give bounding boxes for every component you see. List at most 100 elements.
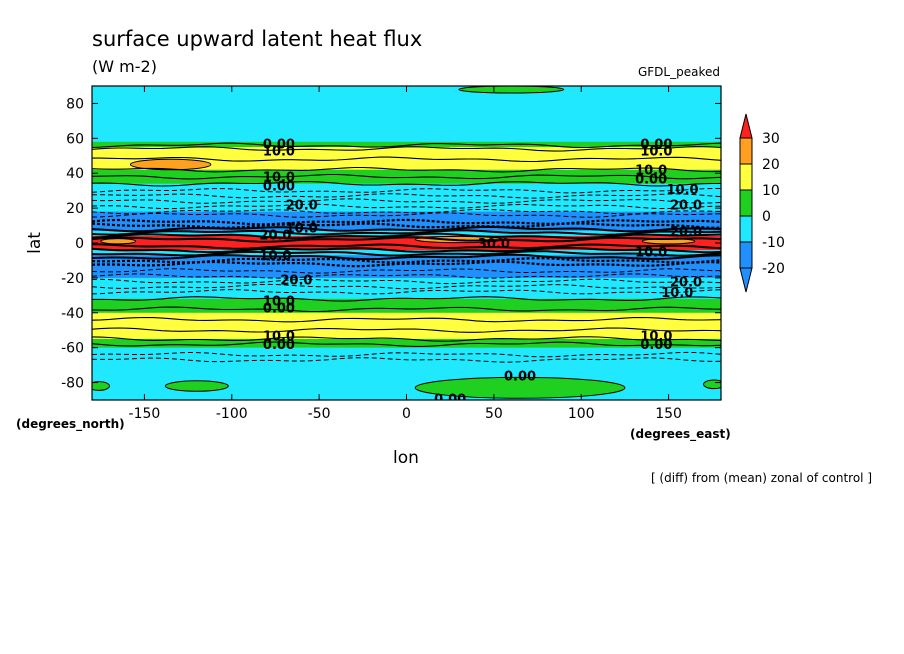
contour-dashed-5 xyxy=(92,212,721,218)
color-band-9 xyxy=(92,249,721,256)
contour-solid-8 xyxy=(92,232,721,240)
color-band-10 xyxy=(92,255,721,279)
contour-label-1: 10.0 xyxy=(263,145,295,160)
contour-solid-10 xyxy=(92,243,721,250)
contour-label-5: 0.00 xyxy=(640,138,672,153)
colorbar-label-0: 30 xyxy=(762,131,780,147)
contour-label-27: 0.00 xyxy=(434,392,466,407)
contour-solid-0 xyxy=(92,142,721,149)
contour-solid-19 xyxy=(92,341,721,347)
y-axis-label: lat xyxy=(25,232,45,254)
color-patch-2 xyxy=(414,376,626,399)
contour-labels: 0.0010.010.00.0020.00.0010.010.00.0010.0… xyxy=(259,138,702,407)
contour-dashed-13 xyxy=(92,283,721,290)
contour-solid-3 xyxy=(92,166,721,173)
contour-solid-7 xyxy=(92,229,721,236)
color-patch-8 xyxy=(100,238,137,245)
y-axis-ticks: 80 60 40 20 0 -20 -40 -60 -80 xyxy=(61,96,721,392)
contour-solid-13 xyxy=(92,253,721,261)
contour-dashed-2 xyxy=(92,198,721,204)
contour-label-19: 0.00 xyxy=(263,302,295,317)
colorbar-label-5: -20 xyxy=(762,261,785,277)
contour-solid-6 xyxy=(92,225,721,233)
x-tick-label-3: 0 xyxy=(402,406,411,422)
contour-solid-18 xyxy=(92,336,721,342)
colorbar-top-arrow xyxy=(739,113,753,139)
contour-label-12: 20.0 xyxy=(259,228,291,243)
contour-dashed-16 xyxy=(92,357,721,363)
y-tick-label-0: 80 xyxy=(66,96,84,112)
contour-dashed-3 xyxy=(92,203,721,210)
y-tick-label-4: 0 xyxy=(75,236,84,252)
contour-label-26: 0.00 xyxy=(504,370,536,385)
contour-solid-4 xyxy=(92,173,721,180)
contour-solid-12 xyxy=(92,250,721,257)
color-band-1 xyxy=(92,117,721,143)
contour-dashed-1 xyxy=(92,193,721,199)
plot-area: 0.0010.010.00.0020.00.0010.010.00.0010.0… xyxy=(92,86,721,407)
contour-label-11: 10.0 xyxy=(286,221,318,236)
colorbar-segment-3 xyxy=(739,215,753,243)
contour-dashed-0 xyxy=(92,188,721,194)
contour-solid-5 xyxy=(92,181,721,187)
contour-dashed-11 xyxy=(92,273,721,279)
contour-label-13: 10.0 xyxy=(259,249,291,264)
contour-label-21: 10.0 xyxy=(661,286,693,301)
contour-label-23: 0.00 xyxy=(263,338,295,353)
units-label: (W m-2) xyxy=(92,57,157,76)
x-tick-label-2: -50 xyxy=(308,406,331,422)
contour-label-8: 0.00 xyxy=(635,172,667,187)
colorbar-segment-0 xyxy=(739,137,753,165)
x-tick-label-5: 100 xyxy=(568,406,595,422)
contour-label-20: 20.0 xyxy=(670,275,702,290)
contour-dashed-4 xyxy=(92,209,721,215)
x-axis-ticks: -150 -100 -50 0 50 100 150 xyxy=(129,86,682,422)
contour-label-25: 0.00 xyxy=(640,338,672,353)
contour-label-22: 10.0 xyxy=(263,329,295,344)
contour-lines xyxy=(92,142,721,363)
colorbar-segment-1 xyxy=(739,163,753,191)
y-tick-label-1: 60 xyxy=(66,131,84,147)
contour-label-24: 10.0 xyxy=(640,329,672,344)
contour-label-9: 10.0 xyxy=(667,183,699,198)
contour-label-10: 20.0 xyxy=(670,199,702,214)
contour-solid-16 xyxy=(92,316,721,323)
y-tick-label-8: -80 xyxy=(61,376,84,392)
contour-solid-14 xyxy=(92,296,721,302)
colorbar-label-3: 0 xyxy=(762,209,771,225)
x-tick-label-6: 150 xyxy=(655,406,682,422)
colorbar-label-4: -10 xyxy=(762,235,785,251)
contour-label-6: 10.0 xyxy=(640,145,672,160)
x-tick-label-1: -100 xyxy=(216,406,248,422)
contour-label-3: 0.00 xyxy=(263,179,295,194)
y-tick-label-2: 40 xyxy=(66,166,84,182)
color-patch-3 xyxy=(92,381,110,391)
contour-solid-9 xyxy=(92,236,721,243)
contour-label-15: 10.0 xyxy=(635,246,667,261)
contour-label-14: 20.0 xyxy=(670,225,702,240)
contour-dashed-10 xyxy=(92,268,721,274)
color-patch-1 xyxy=(164,380,229,392)
x-tick-label-4: 50 xyxy=(485,406,503,422)
contour-label-4: 20.0 xyxy=(286,199,318,214)
contour-label-16: 30.0 xyxy=(478,237,510,252)
footnote: [ (diff) from (mean) zonal of control ] xyxy=(651,471,872,485)
contour-solid-11 xyxy=(92,246,721,254)
contour-label-17: 20.0 xyxy=(280,274,312,289)
y-tick-label-7: -60 xyxy=(61,341,84,357)
color-patch-5 xyxy=(458,86,565,94)
colorbar-legend: 30 20 10 0 -10 -20 xyxy=(739,113,785,293)
contour-dashed-12 xyxy=(92,278,721,285)
contour-label-0: 0.00 xyxy=(263,138,295,153)
color-band-3 xyxy=(92,147,721,171)
y-tick-label-5: -20 xyxy=(61,271,84,287)
color-patch-0 xyxy=(129,158,212,171)
contour-solid-1 xyxy=(92,146,721,152)
color-band-2 xyxy=(92,141,721,148)
chart-title: surface upward latent heat flux xyxy=(92,27,422,51)
x-units-label: (degrees_east) xyxy=(630,427,731,442)
colorbar-bottom-arrow xyxy=(739,267,753,293)
model-label: GFDL_peaked xyxy=(638,65,720,79)
contour-dashed-15 xyxy=(92,351,721,358)
